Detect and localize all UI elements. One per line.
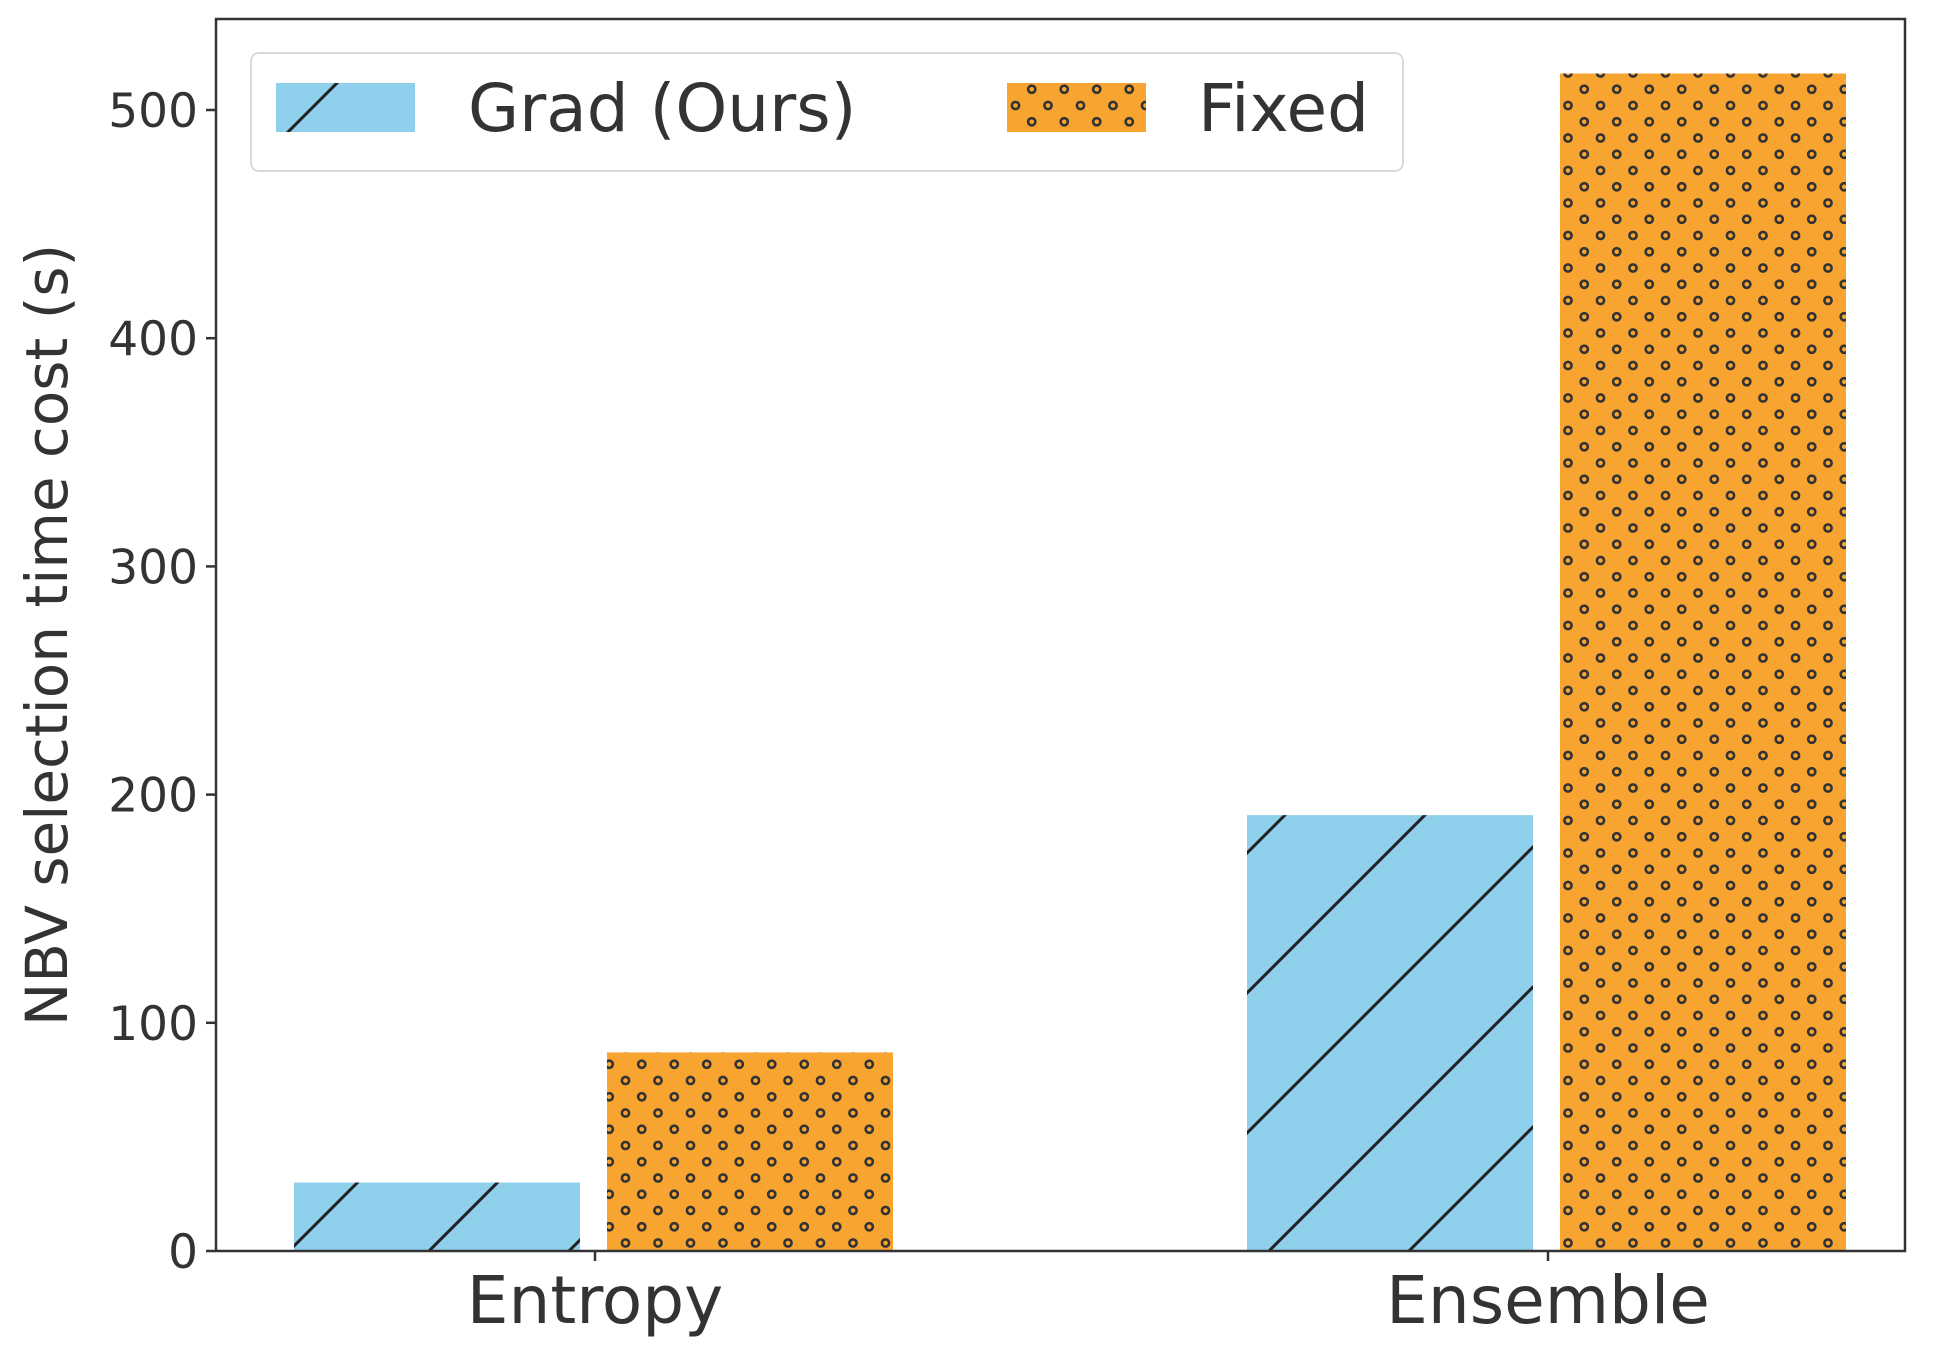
x-category-label: Entropy: [467, 1262, 723, 1339]
y-tick-label: 100: [108, 997, 198, 1052]
legend-label-fixed: Fixed: [1198, 70, 1369, 147]
y-tick-label: 200: [108, 769, 198, 824]
bar-fixed-ensemble: [1560, 73, 1846, 1251]
y-tick-label: 500: [108, 84, 198, 139]
ticks-layer: 0 100 200 300 400 500 Entropy Ensemble: [108, 84, 1710, 1339]
bar-grad-ours-entropy: [294, 1182, 580, 1251]
bar-grad-ours-ensemble: [1247, 815, 1533, 1251]
y-tick-label: 0: [168, 1225, 198, 1280]
y-axis-title: NBV selection time cost (s): [13, 244, 81, 1026]
x-category-label: Ensemble: [1386, 1262, 1710, 1339]
bar-fixed-entropy: [607, 1052, 893, 1251]
plot-frame: [214, 17, 1907, 1253]
y-tick-label: 300: [108, 540, 198, 595]
legend: Grad (Ours) Fixed: [250, 52, 1404, 172]
legend-swatch-grad: [276, 83, 415, 132]
y-tick-label: 400: [108, 312, 198, 367]
legend-box: [250, 52, 1404, 172]
bars-layer: [294, 73, 1846, 1251]
legend-swatch-fixed: [1007, 83, 1146, 132]
legend-label-grad: Grad (Ours): [468, 70, 856, 147]
